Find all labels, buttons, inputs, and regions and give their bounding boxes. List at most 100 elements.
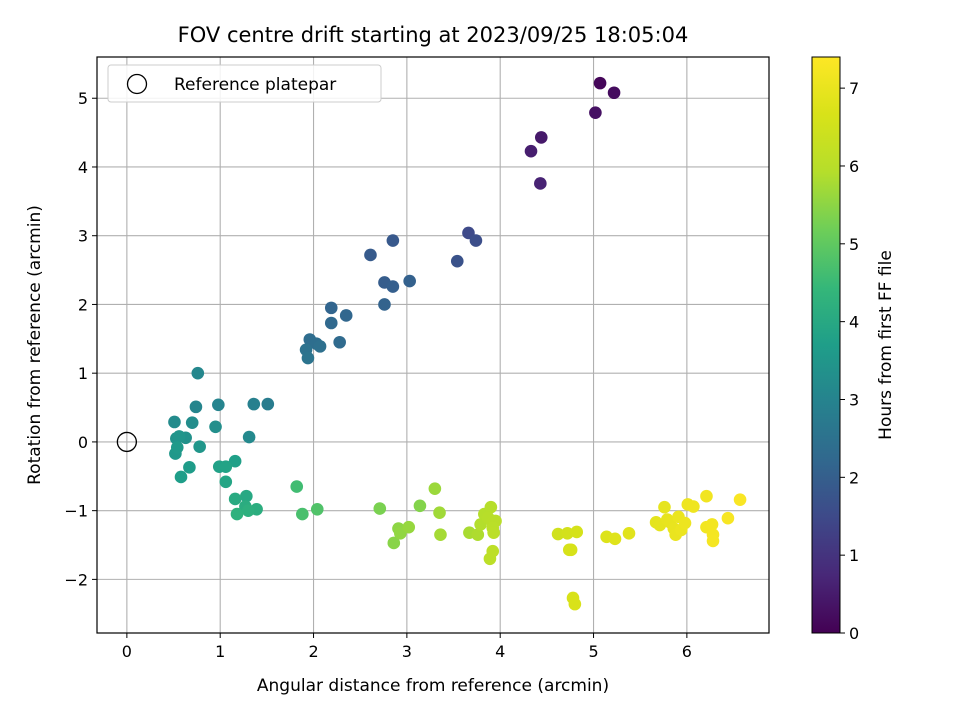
chart-title: FOV centre drift starting at 2023/09/25 … [178,23,689,47]
colorbar-tick-label: 7 [849,79,859,98]
data-point [333,335,346,349]
data-point [230,507,244,521]
data-point [378,298,391,311]
y-tick-label: 2 [78,295,88,314]
y-axis-label: Rotation from reference (arcmin) [25,205,45,485]
data-point [185,416,199,429]
data-point [183,461,196,474]
data-point [484,500,498,514]
data-point [658,500,671,514]
y-tick-label: 0 [78,433,88,452]
x-tick-label: 2 [308,642,318,661]
data-point [219,475,233,489]
data-point [608,532,622,546]
data-point [706,534,720,548]
data-point [534,177,547,190]
data-point [324,301,338,315]
data-point [428,482,442,495]
y-tick-label: 1 [78,364,88,383]
data-point [240,489,253,503]
data-point [413,499,427,513]
data-point [450,254,464,268]
data-point [551,527,565,541]
reference-marker [116,431,138,453]
plot-area [96,56,770,634]
data-point [733,493,747,506]
data-point [242,430,256,444]
legend-box [107,64,382,103]
data-point [373,502,387,515]
colorbar-label: Hours from first FF file [876,250,896,440]
x-tick-label: 5 [588,642,598,661]
colorbar-tick-label: 0 [849,624,859,643]
data-point [678,516,692,530]
data-point [189,400,203,414]
colorbar-gradient [811,56,841,634]
x-axis-ticks: 0 1 2 3 4 5 6 [122,633,692,661]
x-tick-label: 3 [402,642,412,661]
data-point [310,502,324,516]
data-point [387,536,401,550]
colorbar-tick-label: 1 [849,546,859,565]
data-point [241,504,255,517]
data-point [290,480,304,493]
data-point [593,76,607,90]
data-point [705,518,719,531]
x-axis-label: Angular distance from reference (arcmin) [257,676,609,696]
data-point [721,511,735,525]
plot-frame [96,56,770,634]
colorbar-ticks: 0 1 2 3 4 5 6 7 [840,79,859,643]
data-point [589,106,602,119]
colorbar: 0 1 2 3 4 5 6 7 Hours from first FF file [811,56,896,643]
legend-label-reference: Reference platepar [174,75,336,95]
data-point [301,351,315,365]
data-point [174,470,188,484]
data-point [386,234,400,247]
data-point [364,248,377,262]
data-point [434,528,447,542]
colorbar-tick-label: 6 [849,157,859,176]
data-point [261,397,275,411]
data-point [228,492,242,506]
data-point [172,430,186,443]
data-point [469,234,483,247]
data-point [168,415,181,429]
data-point [570,525,584,539]
data-point [212,398,225,412]
data-point [524,144,538,158]
data-point [402,520,416,534]
data-point [534,131,548,144]
data-point [622,527,636,540]
data-points [168,76,747,611]
x-tick-label: 6 [682,642,692,661]
plot-background [97,57,769,633]
data-point [339,309,353,322]
data-point [386,280,400,293]
data-point [191,366,205,380]
data-point [170,441,184,454]
legend: Reference platepar [107,64,382,103]
reference-marker-group [116,431,138,453]
colorbar-tick-label: 5 [849,235,859,254]
data-point [403,274,416,288]
colorbar-tick-label: 4 [849,313,859,332]
data-point [313,340,327,353]
x-tick-label: 4 [495,642,505,661]
data-point [607,86,621,100]
data-point [219,460,233,473]
y-tick-label: 5 [78,89,88,108]
y-axis-ticks: −2 −1 0 1 2 3 4 5 [64,89,97,589]
data-point [687,500,700,513]
data-point [471,528,485,542]
data-point [324,316,338,330]
legend-marker-reference [126,73,148,95]
y-tick-label: 4 [78,158,88,177]
data-point [700,489,713,503]
data-point [209,420,222,434]
x-tick-label: 1 [215,642,225,661]
data-point [487,526,500,539]
colorbar-tick-label: 2 [849,468,859,487]
y-tick-label: −1 [64,502,88,521]
data-point [193,440,206,454]
